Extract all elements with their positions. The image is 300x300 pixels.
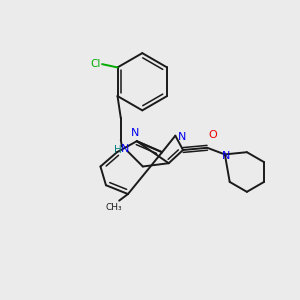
Text: N: N bbox=[121, 144, 129, 154]
Text: N: N bbox=[130, 128, 139, 139]
Text: O: O bbox=[208, 130, 217, 140]
Text: N: N bbox=[178, 132, 186, 142]
Text: Cl: Cl bbox=[90, 59, 101, 69]
Text: H: H bbox=[114, 145, 122, 155]
Text: N: N bbox=[222, 151, 230, 160]
Text: CH₃: CH₃ bbox=[105, 203, 122, 212]
